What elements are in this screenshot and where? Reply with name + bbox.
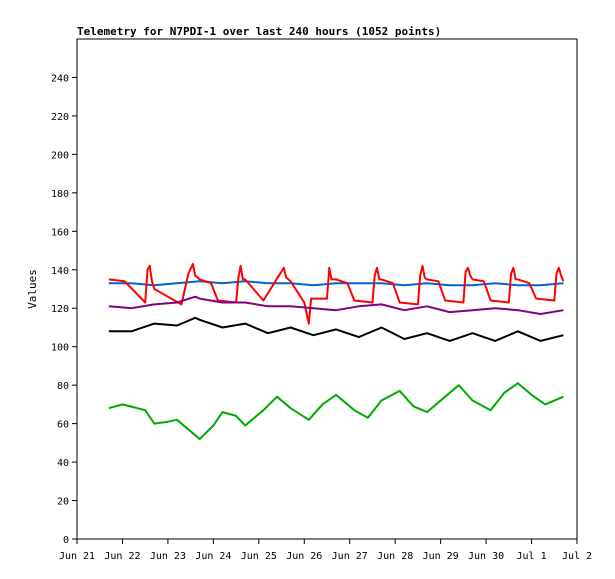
y-tick-label: 120 bbox=[51, 304, 69, 315]
y-tick-label: 160 bbox=[51, 227, 69, 238]
series-group bbox=[108, 263, 565, 440]
x-tick-label: Jun 27 bbox=[332, 551, 368, 562]
x-tick-label: Jun 30 bbox=[468, 551, 504, 562]
series-line-1 bbox=[108, 280, 564, 287]
y-tick-label: 240 bbox=[51, 73, 69, 84]
series-line-5 bbox=[108, 382, 564, 440]
y-tick-label: 60 bbox=[57, 420, 69, 431]
x-tick-label: Jul 1 bbox=[516, 551, 546, 562]
x-tick-label: Jun 21 bbox=[59, 551, 95, 562]
series-line-2 bbox=[108, 263, 565, 325]
x-tick-label: Jun 22 bbox=[104, 551, 140, 562]
y-tick-label: 180 bbox=[51, 189, 69, 200]
x-tick-label: Jun 28 bbox=[377, 551, 413, 562]
y-tick-label: 20 bbox=[57, 497, 69, 508]
y-axis-label: Values bbox=[26, 269, 39, 309]
y-tick-label: 220 bbox=[51, 112, 69, 123]
plot-frame bbox=[76, 38, 578, 540]
y-tick-label: 100 bbox=[51, 343, 69, 354]
x-tick-label: Jul 2 bbox=[562, 551, 592, 562]
x-tick-label: Jun 23 bbox=[150, 551, 186, 562]
x-tick-label: Jun 29 bbox=[423, 551, 459, 562]
y-tick-label: 40 bbox=[57, 458, 69, 469]
y-tick-label: 80 bbox=[57, 381, 69, 392]
x-axis: Jun 21 Jun 22 Jun 23 Jun 24 Jun 25 Jun 26 Jun … bbox=[59, 539, 592, 562]
series-line-3 bbox=[108, 295, 564, 315]
x-tick-label: Jun 24 bbox=[195, 551, 231, 562]
x-tick-label: Jun 26 bbox=[286, 551, 322, 562]
y-tick-label: 140 bbox=[51, 266, 69, 277]
chart-title: Telemetry for N7PDI-1 over last 240 hour… bbox=[77, 25, 441, 38]
x-tick-label: Jun 25 bbox=[241, 551, 277, 562]
y-axis: 0 20 40 60 80 100 120 140 160 180 200 220 240 bbox=[51, 73, 77, 546]
y-tick-label: 200 bbox=[51, 150, 69, 161]
series-line-4 bbox=[108, 316, 564, 342]
y-tick-label: 0 bbox=[63, 535, 69, 546]
